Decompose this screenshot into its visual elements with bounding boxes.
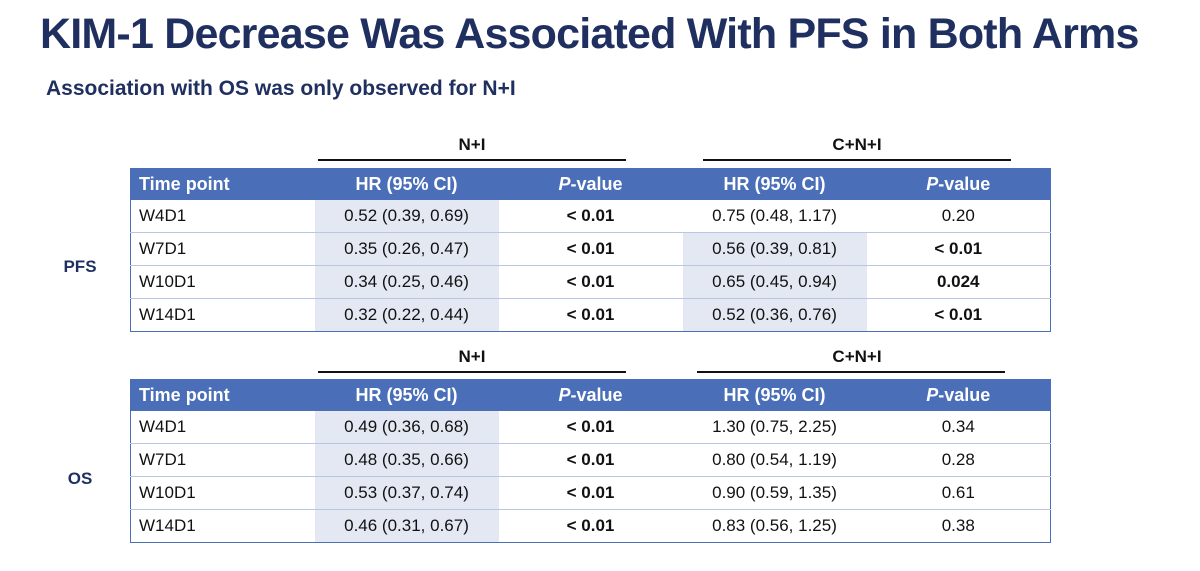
p-value-cell: 0.34	[941, 416, 975, 436]
pfs-label: PFS	[63, 257, 97, 276]
hr-cell: 0.34 (0.25, 0.46)	[314, 265, 499, 299]
hr-cell: 0.56 (0.39, 0.81)	[682, 232, 867, 266]
header-p-ni: P-value	[498, 168, 683, 200]
time-point-cell: W10D1	[130, 476, 315, 510]
pfs-arm-rule-cni	[703, 159, 1011, 161]
table-row: W4D1 0.49 (0.36, 0.68) < 0.01 1.30 (0.75…	[131, 410, 1051, 444]
time-point-cell: W4D1	[139, 416, 187, 436]
hr-cell: 0.52 (0.36, 0.76)	[682, 298, 867, 332]
header-p-rest: -value	[570, 173, 623, 194]
header-p-italic: P	[558, 384, 571, 405]
os-label: OS	[67, 469, 93, 488]
hr-cell: 0.80 (0.54, 1.19)	[682, 443, 867, 477]
table-row: W10D1 0.34 (0.25, 0.46) < 0.01 0.65 (0.4…	[130, 265, 1051, 299]
header-hr-cni: HR (95% CI)	[682, 379, 867, 411]
time-point-cell: W10D1	[130, 265, 315, 299]
hr-cell: 0.48 (0.35, 0.66)	[314, 443, 499, 477]
hr-cell: 0.32 (0.22, 0.44)	[314, 298, 499, 332]
hr-cell: 0.83 (0.56, 1.25)	[682, 509, 867, 543]
table-row: W7D1 0.35 (0.26, 0.47) < 0.01 0.56 (0.39…	[130, 232, 1051, 266]
p-value-cell: < 0.01	[498, 509, 683, 543]
header-p-rest: -value	[938, 384, 991, 405]
p-value-cell: < 0.01	[498, 443, 683, 477]
header-hr-ni: HR (95% CI)	[314, 379, 499, 411]
header-time-point: Time point	[130, 379, 315, 411]
header-p-rest: -value	[938, 173, 991, 194]
os-arm-rule-ni	[318, 371, 626, 373]
hr-cell: 0.75 (0.48, 1.17)	[712, 205, 837, 225]
page-title: KIM-1 Decrease Was Associated With PFS i…	[40, 10, 1139, 58]
header-p-cni: P-value	[866, 379, 1051, 411]
p-value-cell: < 0.01	[498, 265, 683, 299]
time-point-cell: W14D1	[130, 298, 315, 332]
os-arm-rule-cni	[697, 371, 1005, 373]
hr-cell: 0.52 (0.39, 0.69)	[314, 199, 499, 233]
table-row: W7D1 0.48 (0.35, 0.66) < 0.01 0.80 (0.54…	[130, 443, 1051, 477]
header-p-italic: P	[926, 384, 939, 405]
header-p-italic: P	[558, 173, 571, 194]
p-value-cell: 0.38	[866, 509, 1051, 543]
header-p-cni: P-value	[866, 168, 1051, 200]
os-header-row: Time point HR (95% CI) P-value HR (95% C…	[130, 379, 1051, 411]
p-value-cell: < 0.01	[498, 232, 683, 266]
p-value-cell: < 0.01	[498, 298, 683, 332]
p-value-cell: < 0.01	[866, 232, 1051, 266]
hr-cell: 0.46 (0.31, 0.67)	[314, 509, 499, 543]
pfs-header-row: Time point HR (95% CI) P-value HR (95% C…	[130, 168, 1051, 200]
hr-cell: 0.90 (0.59, 1.35)	[682, 476, 867, 510]
p-value-cell: < 0.01	[566, 416, 615, 436]
header-hr-cni: HR (95% CI)	[682, 168, 867, 200]
time-point-cell: W4D1	[139, 205, 187, 225]
page-subtitle: Association with OS was only observed fo…	[46, 77, 516, 100]
hr-cell: 0.35 (0.26, 0.47)	[314, 232, 499, 266]
os-table: Time point HR (95% CI) P-value HR (95% C…	[130, 379, 1051, 543]
time-point-cell: W14D1	[130, 509, 315, 543]
table-row: W10D1 0.53 (0.37, 0.74) < 0.01 0.90 (0.5…	[130, 476, 1051, 510]
os-arm-label-cni: C+N+I	[832, 347, 882, 366]
p-value-cell: < 0.01	[566, 205, 615, 225]
header-time-point: Time point	[130, 168, 315, 200]
table-row: W4D1 0.52 (0.39, 0.69) < 0.01 0.75 (0.48…	[131, 199, 1051, 233]
header-hr-ni: HR (95% CI)	[314, 168, 499, 200]
p-value-cell: 0.28	[866, 443, 1051, 477]
table-row: W14D1 0.46 (0.31, 0.67) < 0.01 0.83 (0.5…	[130, 509, 1051, 543]
p-value-cell: 0.61	[866, 476, 1051, 510]
p-value-cell: < 0.01	[498, 476, 683, 510]
os-arm-label-ni: N+I	[458, 347, 486, 366]
hr-cell: 0.53 (0.37, 0.74)	[314, 476, 499, 510]
hr-cell: 0.49 (0.36, 0.68)	[314, 410, 499, 444]
header-p-rest: -value	[570, 384, 623, 405]
pfs-arm-label-cni: C+N+I	[832, 135, 882, 154]
header-p-ni: P-value	[498, 379, 683, 411]
pfs-arm-label-ni: N+I	[458, 135, 486, 154]
hr-cell: 0.65 (0.45, 0.94)	[682, 265, 867, 299]
pfs-arm-rule-ni	[318, 159, 626, 161]
time-point-cell: W7D1	[130, 443, 315, 477]
hr-cell: 1.30 (0.75, 2.25)	[712, 416, 837, 436]
header-p-italic: P	[926, 173, 939, 194]
pfs-table: Time point HR (95% CI) P-value HR (95% C…	[130, 168, 1051, 332]
p-value-cell: < 0.01	[866, 298, 1051, 332]
p-value-cell: 0.024	[866, 265, 1051, 299]
p-value-cell: 0.20	[941, 205, 975, 225]
table-row: W14D1 0.32 (0.22, 0.44) < 0.01 0.52 (0.3…	[130, 298, 1051, 332]
time-point-cell: W7D1	[130, 232, 315, 266]
